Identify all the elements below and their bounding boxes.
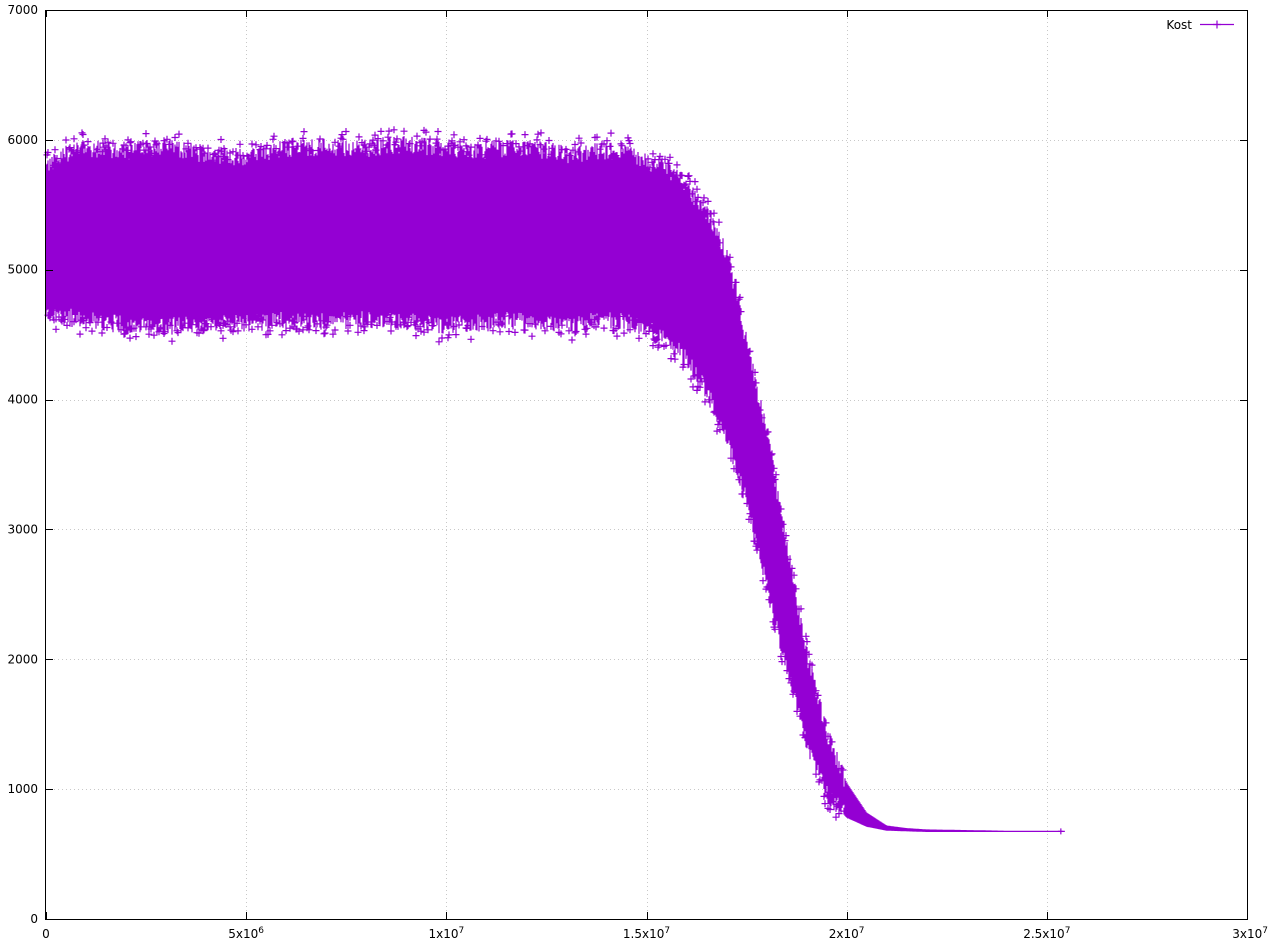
- legend-label-kost: Kost: [1166, 18, 1192, 32]
- x-tick-label: 1.5x107: [623, 926, 670, 941]
- x-tick-label: 0: [42, 927, 50, 941]
- x-tick-label: 5x106: [228, 926, 264, 941]
- legend-plus-glyph: [1213, 20, 1221, 29]
- x-tick-label: 2x107: [829, 926, 865, 941]
- plot-border: [45, 10, 1248, 920]
- grid-lines: [46, 10, 1247, 919]
- legend: Kost: [1166, 18, 1234, 32]
- x-tick-label: 1x107: [428, 926, 464, 941]
- y-tick-label: 3000: [7, 522, 38, 536]
- x-tick-label: 3x107: [1232, 926, 1268, 941]
- y-tick-label: 4000: [7, 393, 38, 407]
- y-tick-label: 1000: [7, 782, 38, 796]
- y-tick-label: 6000: [7, 133, 38, 147]
- y-axis-tick-labels: 0 1000 2000 3000 4000 5000 6000 7000: [7, 3, 38, 926]
- series-kost-points: [43, 126, 1065, 835]
- x-axis-tick-labels: 0 5x106 1x107 1.5x107 2x107 2.5x107 3x107: [42, 926, 1268, 941]
- y-tick-label: 5000: [7, 263, 38, 277]
- series-kost-markers: [43, 126, 1063, 832]
- y-tick-label: 7000: [7, 3, 38, 17]
- legend-marker-plus: [1213, 20, 1221, 29]
- y-tick-label: 0: [30, 912, 38, 926]
- series-kost-end-marker: [1057, 828, 1065, 835]
- axis-ticks: [46, 10, 1248, 920]
- x-tick-label: 2.5x107: [1023, 926, 1070, 941]
- y-tick-label: 2000: [7, 652, 38, 666]
